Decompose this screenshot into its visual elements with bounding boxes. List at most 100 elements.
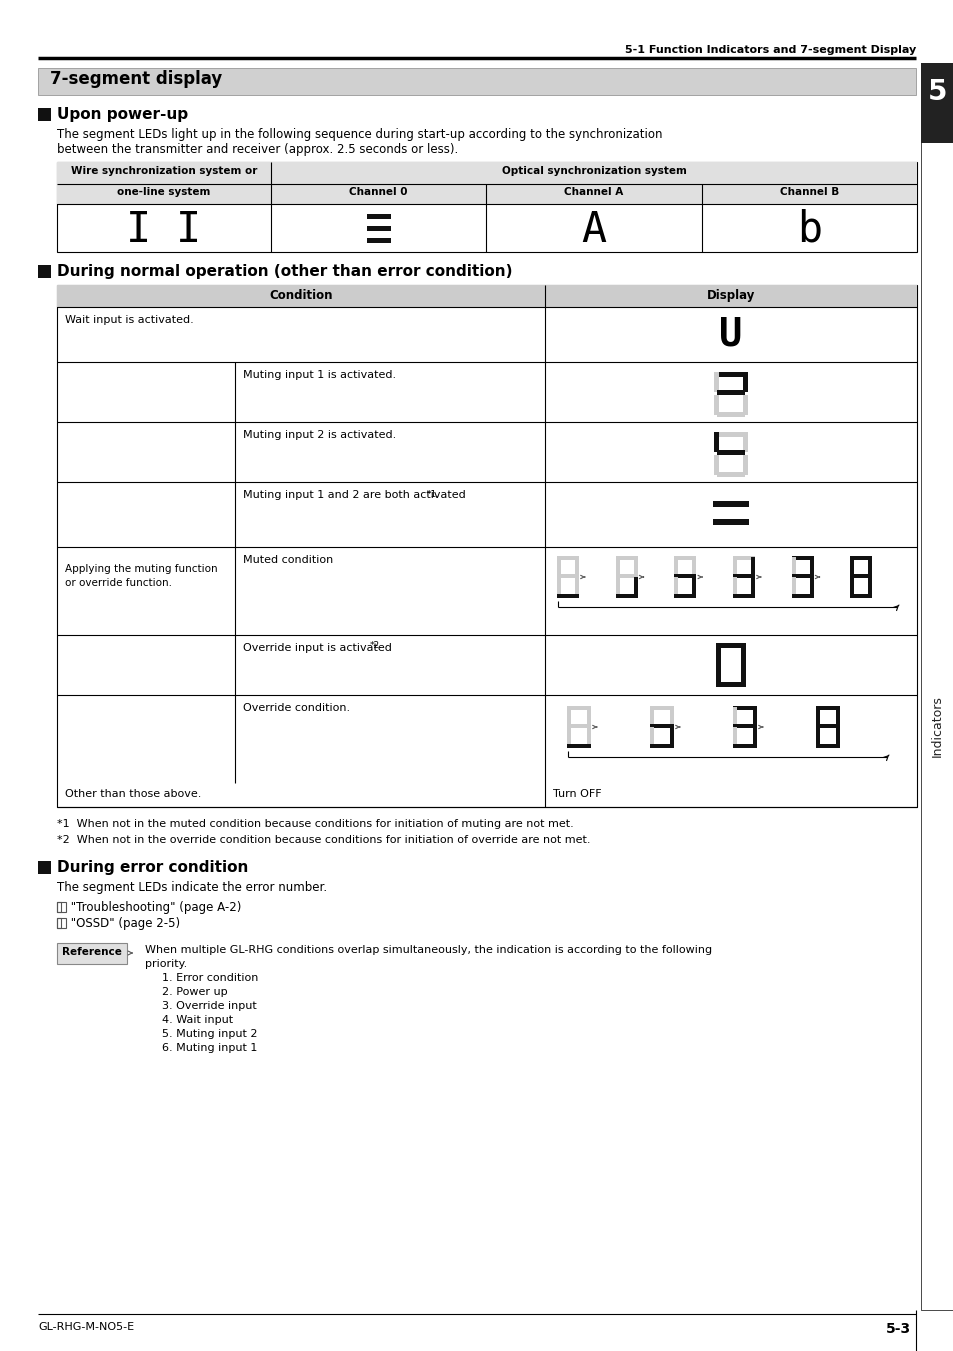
Bar	[716, 643, 720, 665]
Bar	[649, 727, 654, 744]
Bar	[752, 707, 757, 725]
Bar	[713, 455, 719, 476]
Bar	[717, 390, 744, 394]
Bar	[615, 557, 637, 561]
Bar	[809, 557, 813, 576]
Bar	[791, 574, 813, 578]
Bar	[732, 724, 757, 728]
Bar	[815, 727, 820, 744]
Bar	[586, 707, 590, 725]
Text: 1. Error condition: 1. Error condition	[162, 973, 258, 984]
Bar	[674, 574, 696, 578]
Bar	[615, 594, 637, 598]
Bar	[674, 557, 696, 561]
Bar	[732, 744, 757, 748]
Bar	[57, 943, 127, 965]
Bar	[575, 577, 578, 594]
Bar	[717, 432, 744, 436]
Bar	[712, 500, 748, 507]
Bar	[692, 557, 696, 576]
Bar	[867, 577, 871, 594]
Bar	[57, 184, 916, 204]
Bar	[791, 557, 795, 576]
Bar	[750, 557, 754, 576]
Bar	[849, 577, 854, 594]
Text: 5-3: 5-3	[885, 1323, 910, 1336]
Bar	[815, 707, 840, 711]
Bar	[742, 455, 747, 476]
Text: 7-segment display: 7-segment display	[50, 70, 222, 88]
Text: The segment LEDs light up in the following sequence during start-up according to: The segment LEDs light up in the followi…	[57, 128, 661, 141]
Bar	[649, 707, 673, 711]
Text: "OSSD" (page 2-5): "OSSD" (page 2-5)	[67, 917, 180, 929]
Bar	[717, 643, 744, 648]
Bar	[57, 285, 916, 307]
Text: "Troubleshooting" (page A-2): "Troubleshooting" (page A-2)	[67, 901, 241, 915]
Bar	[38, 861, 51, 874]
Bar	[566, 707, 571, 725]
Bar	[366, 238, 391, 242]
Bar	[566, 744, 590, 748]
Bar	[809, 577, 813, 594]
Bar	[835, 707, 840, 725]
Bar	[815, 724, 840, 728]
Bar	[791, 557, 813, 561]
Bar	[674, 594, 696, 598]
Bar	[649, 724, 673, 728]
Text: Display: Display	[706, 289, 755, 303]
Bar	[557, 557, 578, 561]
Text: 5: 5	[926, 78, 946, 105]
Text: Upon power-up: Upon power-up	[57, 107, 188, 122]
Bar	[742, 432, 747, 453]
Bar	[57, 902, 61, 912]
Bar	[740, 643, 745, 665]
Text: GL-RHG-M-NO5-E: GL-RHG-M-NO5-E	[38, 1323, 134, 1332]
Bar	[38, 265, 51, 278]
Bar	[742, 372, 747, 392]
Bar	[713, 372, 719, 392]
Text: Muting input 1 and 2 are both activated: Muting input 1 and 2 are both activated	[243, 490, 465, 500]
Text: Turn OFF: Turn OFF	[553, 789, 601, 798]
Bar	[557, 574, 578, 578]
Bar	[732, 707, 737, 725]
Bar	[38, 108, 51, 122]
Text: Reference: Reference	[62, 947, 122, 957]
Text: A: A	[581, 209, 606, 251]
Bar	[732, 557, 737, 576]
Text: between the transmitter and receiver (approx. 2.5 seconds or less).: between the transmitter and receiver (ap…	[57, 143, 457, 155]
Bar	[732, 557, 754, 561]
Bar	[717, 682, 744, 688]
Bar	[713, 432, 719, 453]
Bar	[920, 63, 953, 143]
Bar	[615, 577, 619, 594]
Bar	[815, 707, 820, 725]
Text: Override input is activated: Override input is activated	[243, 643, 392, 653]
Text: Indicators: Indicators	[930, 696, 943, 758]
Text: or override function.: or override function.	[65, 578, 172, 589]
Bar	[649, 707, 654, 725]
Text: *2.: *2.	[370, 640, 382, 650]
Text: Channel 0: Channel 0	[349, 186, 408, 197]
Bar	[366, 226, 391, 231]
Bar	[674, 557, 678, 576]
Bar	[38, 68, 915, 95]
Text: Other than those above.: Other than those above.	[65, 789, 201, 798]
Bar	[713, 394, 719, 415]
Bar	[849, 557, 854, 576]
Bar	[669, 727, 673, 744]
Text: *1  When not in the muted condition because conditions for initiation of muting : *1 When not in the muted condition becau…	[57, 819, 573, 830]
Bar	[732, 707, 757, 711]
Bar	[740, 665, 745, 688]
Bar	[849, 557, 871, 561]
Text: I I: I I	[127, 209, 201, 251]
Bar	[692, 577, 696, 594]
Bar	[633, 577, 637, 594]
Bar	[566, 724, 590, 728]
Bar	[615, 574, 637, 578]
Bar	[57, 162, 916, 184]
Bar	[849, 594, 871, 598]
Bar	[649, 744, 673, 748]
Text: Optical synchronization system: Optical synchronization system	[501, 166, 686, 176]
Text: 5-1 Function Indicators and 7-segment Display: 5-1 Function Indicators and 7-segment Di…	[624, 45, 915, 55]
Bar	[742, 394, 747, 415]
